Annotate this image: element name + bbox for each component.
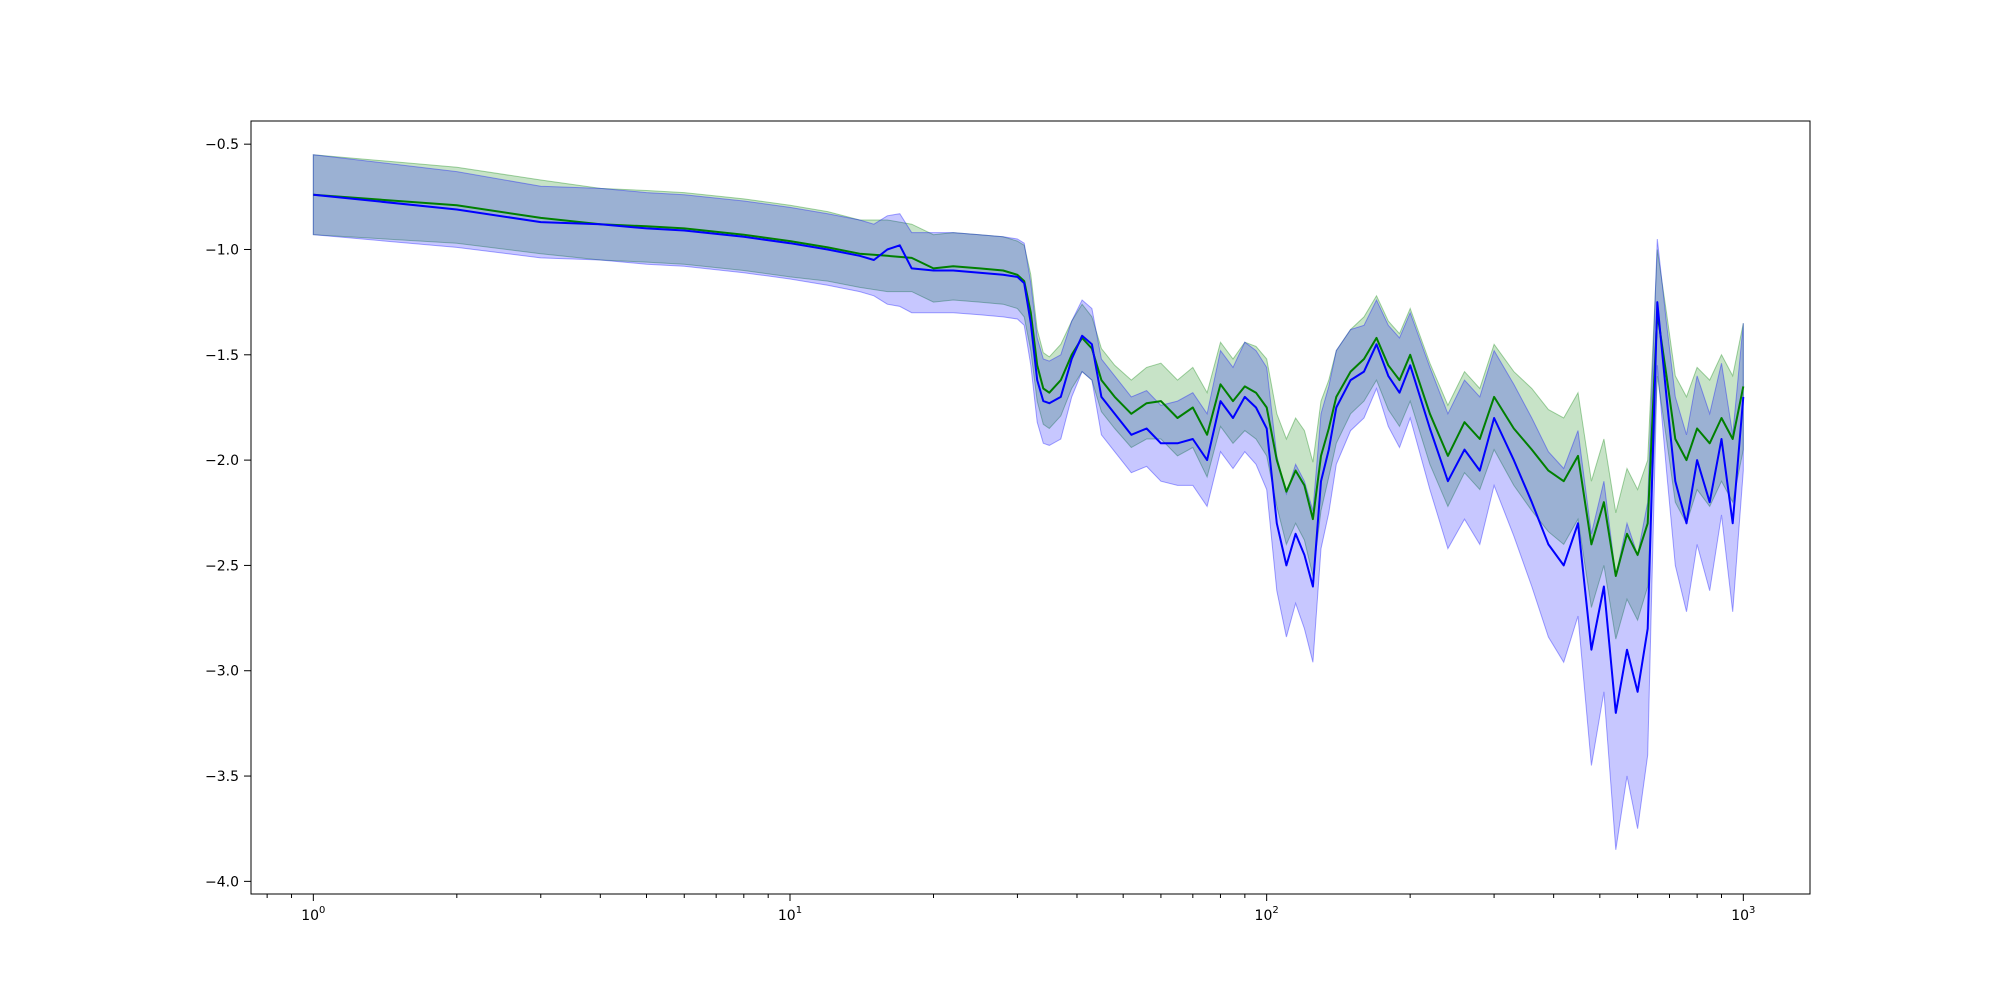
y-tick-label: −2.5: [205, 558, 239, 574]
series-2-band: [312, 154, 1744, 850]
series-2-line: [313, 193, 1745, 714]
x-axis: 100 101 102 103: [266, 894, 1755, 924]
series-1-line: [313, 193, 1745, 577]
plot-area: [312, 154, 1745, 850]
x-tick-label: 101: [778, 905, 802, 924]
y-tick-label: −1.5: [205, 348, 239, 364]
x-tick-label: 102: [1255, 905, 1279, 924]
y-tick-label: −0.5: [205, 137, 239, 153]
y-tick-label: −3.5: [205, 769, 239, 785]
y-tick-label: −2.0: [205, 453, 239, 469]
y-tick-label: −3.0: [205, 664, 239, 680]
y-axis: −0.5 −1.0 −1.5 −2.0 −2.5 −3.0 −3.5 −4.0: [205, 137, 251, 890]
x-tick-label: 103: [1731, 905, 1755, 924]
series-1-band: [312, 154, 1744, 640]
y-tick-label: −1.0: [205, 242, 239, 258]
plot-frame: [250, 120, 1811, 895]
x-tick-label: 100: [301, 905, 325, 924]
y-tick-label: −4.0: [205, 874, 239, 890]
